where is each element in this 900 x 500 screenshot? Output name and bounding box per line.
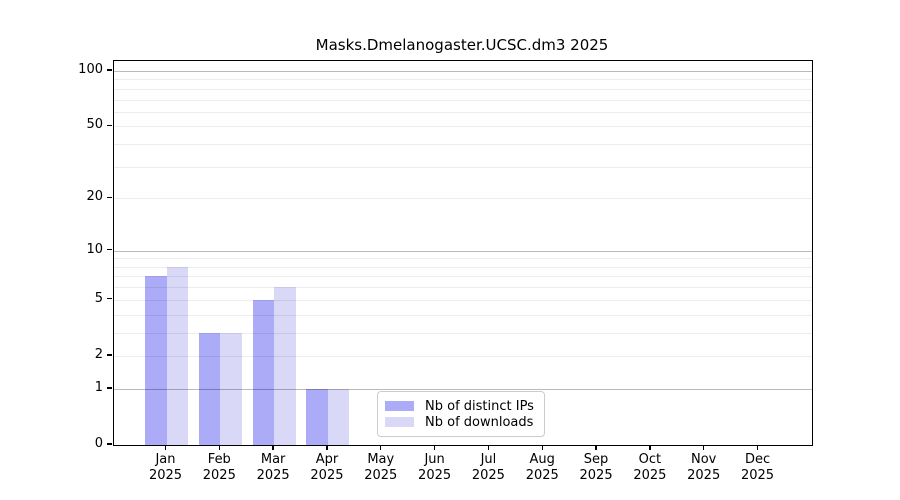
- y-tick-label: 10: [86, 241, 103, 257]
- legend: Nb of distinct IPs Nb of downloads: [377, 391, 545, 437]
- x-tick-mark: [649, 445, 651, 450]
- bar-apr-downloads: [327, 388, 350, 445]
- x-tick-mark: [380, 445, 382, 450]
- gridline-minor: [114, 276, 812, 278]
- legend-swatch-ips: [385, 401, 414, 411]
- gridline-minor: [114, 126, 812, 128]
- gridline-minor: [114, 332, 812, 334]
- gridline-minor: [114, 258, 812, 260]
- gridline-minor: [114, 266, 812, 268]
- bar-jan-ips: [145, 276, 167, 445]
- y-tick-mark: [107, 124, 112, 127]
- x-tick-mark: [487, 445, 490, 450]
- bar-mar-ips: [252, 299, 275, 445]
- y-tick-label: 0: [94, 436, 103, 451]
- x-tick-label: Feb 2025: [202, 452, 236, 483]
- legend-row: Nb of downloads: [385, 414, 534, 430]
- x-tick-mark: [703, 445, 705, 450]
- y-tick-mark: [107, 298, 112, 300]
- gridline-minor: [114, 88, 812, 90]
- y-tick-mark: [107, 69, 112, 71]
- bar-mar-downloads: [274, 287, 296, 445]
- y-tick-label: 2: [94, 346, 103, 362]
- gridline-minor: [114, 99, 812, 101]
- y-tick-label: 5: [94, 290, 103, 306]
- y-tick-mark: [107, 248, 112, 251]
- x-tick-mark: [541, 445, 543, 450]
- y-tick-label: 20: [86, 189, 103, 205]
- x-tick-label: Oct 2025: [633, 452, 667, 483]
- gridline-major: [114, 388, 812, 390]
- gridline-minor: [114, 166, 812, 168]
- x-tick-mark: [218, 445, 220, 450]
- x-tick-label: Jul 2025: [471, 452, 505, 483]
- y-tick-mark: [107, 387, 112, 389]
- y-tick-mark: [107, 196, 112, 198]
- x-tick-label: Apr 2025: [310, 452, 344, 483]
- legend-swatch-downloads: [385, 417, 414, 427]
- x-tick-mark: [164, 445, 167, 450]
- gridline-minor: [114, 314, 812, 316]
- x-tick-label: Jun 2025: [418, 452, 452, 483]
- plot-area: [113, 60, 813, 446]
- legend-row: Nb of distinct IPs: [385, 398, 534, 414]
- x-tick-mark: [433, 445, 436, 450]
- gridline-minor: [114, 198, 812, 200]
- x-tick-mark: [756, 445, 759, 450]
- y-tick-label: 100: [78, 62, 103, 77]
- x-tick-label: Aug 2025: [525, 452, 559, 483]
- gridline-minor: [114, 299, 812, 301]
- y-tick-mark: [107, 443, 112, 445]
- x-tick-mark: [595, 445, 597, 450]
- x-tick-mark: [272, 445, 274, 450]
- bar-jan-downloads: [166, 266, 188, 445]
- gridline-minor: [114, 79, 812, 81]
- gridline-minor: [114, 287, 812, 289]
- legend-label: Nb of downloads: [425, 414, 534, 430]
- x-tick-label: Mar 2025: [256, 452, 290, 483]
- x-tick-mark: [326, 445, 328, 450]
- y-tick-label: 50: [86, 117, 103, 133]
- x-tick-label: May 2025: [364, 452, 398, 483]
- y-tick-mark: [107, 354, 112, 356]
- x-tick-label: Jan 2025: [148, 452, 183, 483]
- legend-label: Nb of distinct IPs: [425, 398, 534, 414]
- gridline-minor: [114, 355, 812, 357]
- bar-apr-ips: [306, 388, 328, 445]
- x-tick-label: Dec 2025: [740, 452, 775, 483]
- gridline-major: [114, 71, 812, 72]
- x-tick-label: Sep 2025: [579, 452, 613, 483]
- chart-title: Masks.Dmelanogaster.UCSC.dm3 2025: [315, 36, 609, 54]
- bar-feb-ips: [198, 332, 221, 445]
- x-tick-label: Nov 2025: [687, 452, 721, 483]
- bar-feb-downloads: [220, 332, 242, 445]
- gridline-major: [114, 250, 812, 252]
- y-tick-label: 1: [94, 379, 103, 395]
- gridline-minor: [114, 144, 812, 146]
- gridline-minor: [114, 111, 812, 113]
